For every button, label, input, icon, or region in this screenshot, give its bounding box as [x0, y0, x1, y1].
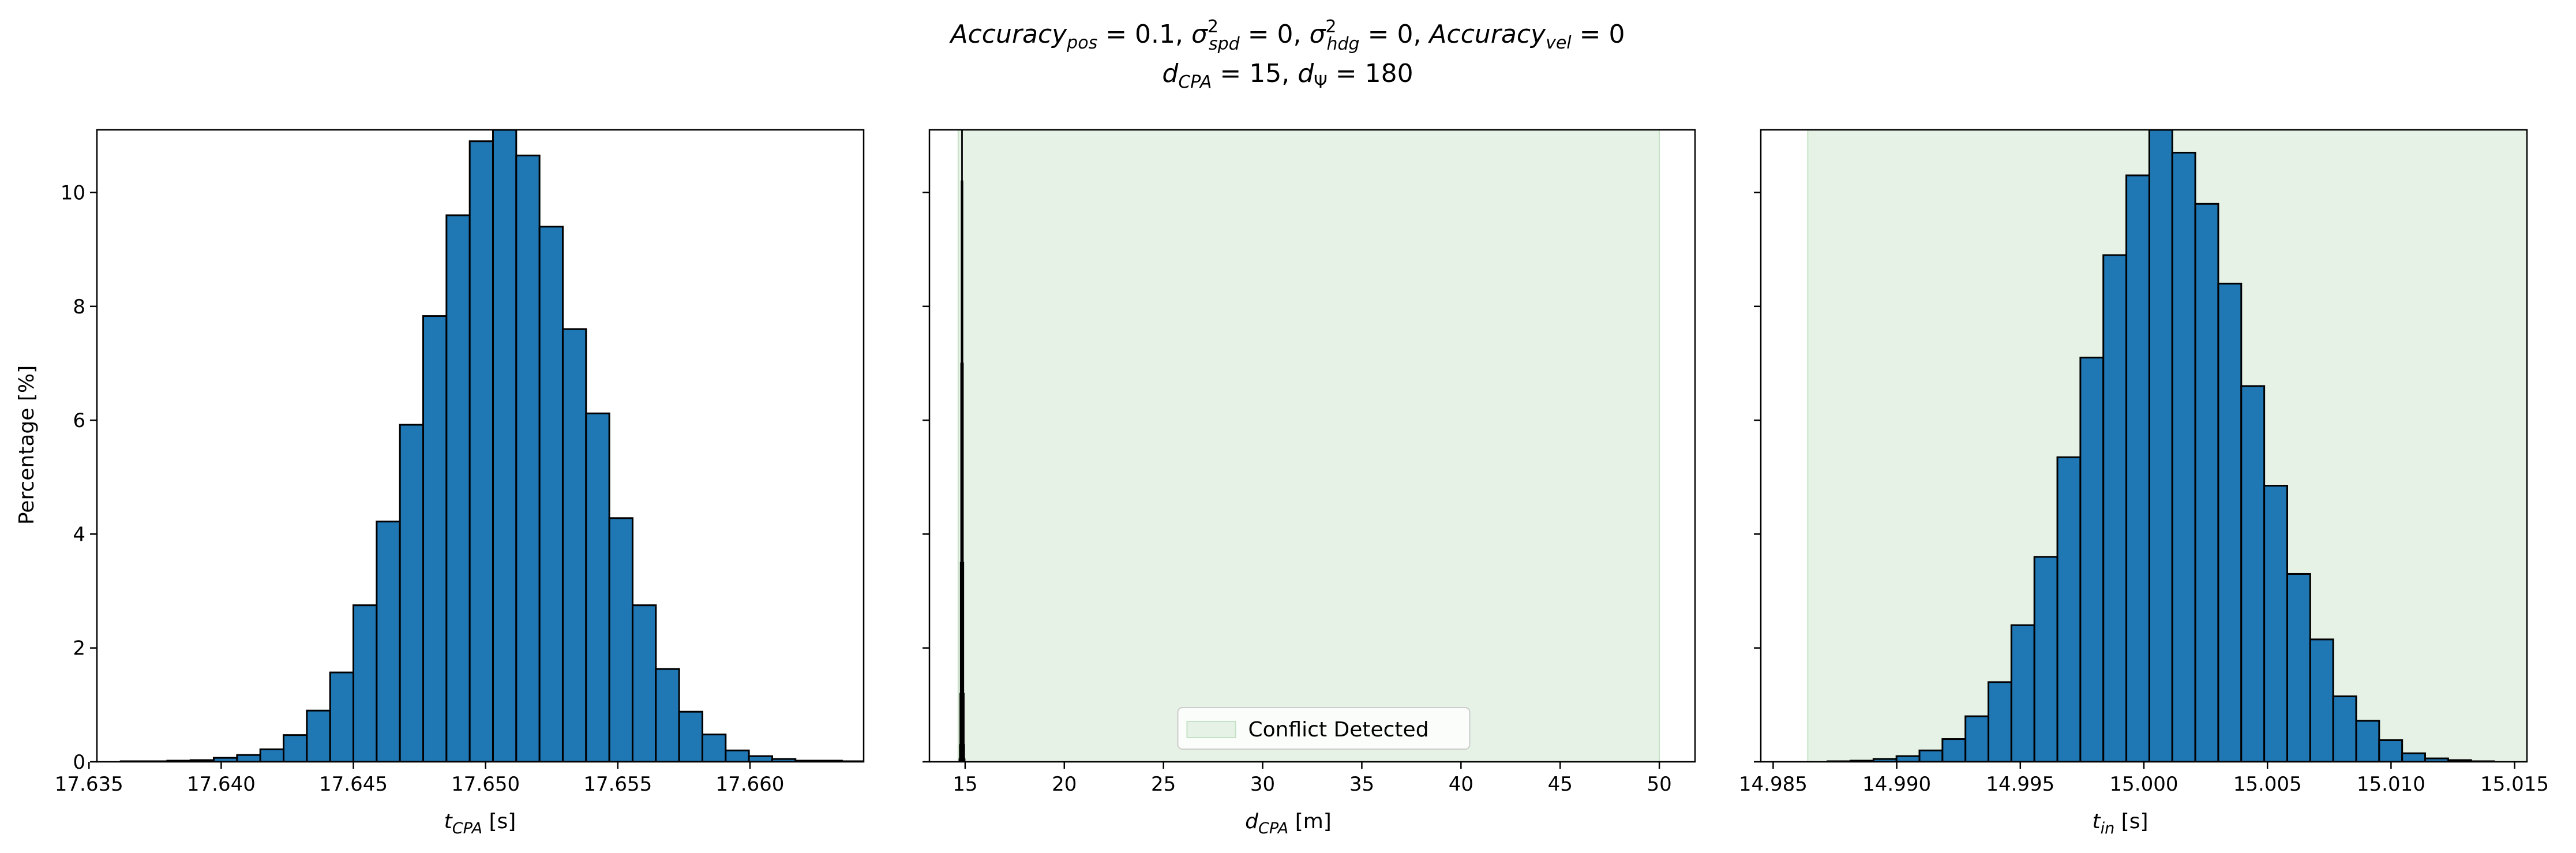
- histogram-bar: [2332, 695, 2357, 762]
- x-tick-label: 15.015: [2480, 773, 2549, 796]
- histogram-bar: [515, 154, 541, 762]
- histogram-bar: [2286, 573, 2311, 762]
- x-tick-label: 15.005: [2233, 773, 2302, 796]
- x-tick-label: 15.010: [2357, 773, 2425, 796]
- histogram-bar: [329, 671, 355, 762]
- x-tick-label: 17.660: [715, 773, 784, 796]
- x-tick-label: 17.640: [187, 773, 256, 796]
- x-axis-label-t-cpa: tCPA [s]: [444, 810, 516, 837]
- x-tick-label: 17.650: [451, 773, 520, 796]
- x-tick-label: 25: [1151, 773, 1176, 796]
- histogram-bar: [561, 328, 587, 762]
- histogram-bar: [1941, 738, 1967, 762]
- x-tick-label: 20: [1052, 773, 1077, 796]
- x-axis-label-t-in: tin [s]: [2092, 810, 2148, 837]
- histogram-bar: [2148, 130, 2173, 762]
- y-tick-label: 4: [73, 523, 85, 546]
- x-tick-label: 17.635: [55, 773, 123, 796]
- panel-t-cpa: 17.635 17.640 17.645 17.650 17.655 17.660 0 2 4 6…: [55, 129, 865, 796]
- histogram-bar: [353, 604, 378, 762]
- histogram-bar: [1918, 749, 1944, 762]
- histogram-bar: [585, 412, 610, 762]
- axes-frame: [928, 129, 1696, 763]
- x-tick-label: 14.985: [1739, 773, 1808, 796]
- histogram-bar: [701, 734, 727, 762]
- histogram-bar: [2033, 556, 2058, 762]
- histogram-bar: [631, 604, 657, 762]
- histogram-bar: [538, 226, 564, 762]
- histogram-bar: [608, 517, 633, 762]
- histogram-bar: [2355, 720, 2380, 762]
- x-tick-label: 35: [1349, 773, 1374, 796]
- histogram-bar: [2401, 752, 2427, 762]
- histogram-bar: [2194, 203, 2219, 762]
- histogram-bar: [2010, 624, 2035, 762]
- histogram-bar: [259, 748, 285, 762]
- histogram-bar: [306, 709, 331, 762]
- x-tick-label: 17.645: [319, 773, 388, 796]
- figure-title-line-1: Accuracypos = 0.1, σ2 spd = 0, σ2 hdg = 0,…: [949, 17, 1625, 54]
- histogram-bar: [2263, 485, 2288, 762]
- histogram-bar: [2125, 174, 2150, 762]
- histogram-bar: [445, 214, 471, 762]
- y-tick-label: 8: [73, 295, 85, 319]
- x-tick-label: 30: [1250, 773, 1275, 796]
- x-axis-label-d-cpa: dCPA [m]: [1245, 810, 1332, 837]
- histogram-bar: [236, 754, 261, 762]
- y-axis-label: Percentage [%]: [15, 365, 39, 525]
- x-tick-label: 14.990: [1862, 773, 1931, 796]
- histogram-bar: [1964, 715, 1990, 762]
- histogram-bar: [2079, 357, 2105, 762]
- panel-t-in: 14.985 14.990 14.995 15.000 15.005 15.010 15.0…: [1739, 129, 2549, 796]
- histogram-bar: [748, 755, 773, 762]
- y-tick-label: 0: [73, 751, 85, 774]
- x-tick-label: 17.655: [583, 773, 652, 796]
- histogram-bar: [2309, 638, 2334, 762]
- histogram-bar: [678, 710, 703, 762]
- histogram-bar: [2378, 739, 2403, 762]
- histogram-bar: [725, 749, 750, 762]
- histogram-bar: [1988, 681, 2012, 762]
- x-tick-label: 14.995: [1986, 773, 2054, 796]
- histogram-bar: [492, 130, 518, 762]
- histogram-bar: [468, 140, 494, 762]
- legend: [1177, 707, 1471, 750]
- x-tick-label: 15.000: [2110, 773, 2178, 796]
- legend-label: Conflict Detected: [1248, 718, 1429, 742]
- x-tick-label: 45: [1548, 773, 1573, 796]
- y-tick-label: 2: [73, 637, 85, 660]
- conflict-region: [957, 130, 1660, 762]
- histogram-bar: [2240, 385, 2266, 762]
- figure-title-line-2: dCPA = 15, dΨ = 180: [1162, 59, 1413, 92]
- y-tick-label: 10: [61, 182, 85, 205]
- histogram-bar: [2171, 151, 2196, 762]
- histogram-bar: [1895, 755, 1921, 762]
- histogram-bar: [2217, 282, 2243, 762]
- histogram-bar: [283, 734, 308, 762]
- panel-d-cpa: 15 20 25 30 35 40 45 50 Conflict Detected: [923, 129, 1696, 796]
- histogram-bar: [422, 315, 448, 762]
- axes-frame: [96, 129, 865, 763]
- x-tick-label: 40: [1449, 773, 1473, 796]
- histogram-bar: [2056, 456, 2082, 762]
- x-tick-label: 15: [953, 773, 977, 796]
- histogram-bar: [2102, 254, 2128, 762]
- histogram-bar: [376, 521, 401, 762]
- histogram-bar: [655, 668, 680, 762]
- y-tick-label: 6: [73, 409, 85, 432]
- legend-swatch: [1186, 721, 1236, 738]
- histogram-bar: [399, 424, 425, 762]
- x-tick-label: 50: [1647, 773, 1671, 796]
